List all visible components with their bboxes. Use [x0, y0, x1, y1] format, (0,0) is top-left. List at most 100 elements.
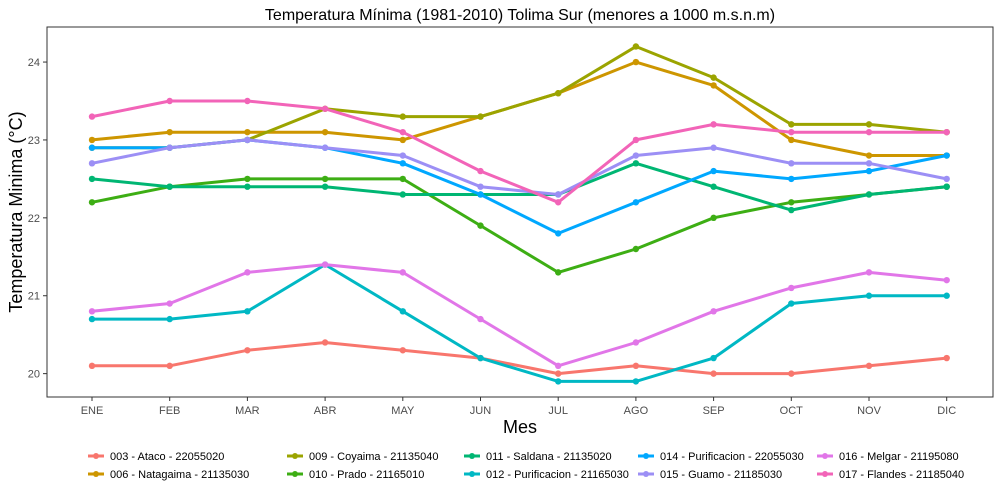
- data-point: [88, 136, 96, 144]
- data-point: [477, 191, 484, 198]
- data-point: [555, 230, 562, 237]
- data-point: [399, 160, 406, 167]
- data-point: [166, 362, 173, 370]
- y-axis: 20 21 22 23 24: [28, 57, 47, 381]
- data-point: [166, 97, 173, 105]
- data-point: [477, 222, 484, 229]
- data-point: [399, 308, 406, 315]
- data-point: [788, 175, 795, 183]
- legend-item: 003 - Ataco - 22055020: [88, 451, 224, 463]
- data-point: [943, 276, 950, 284]
- data-point: [399, 152, 406, 159]
- series-line: [90, 99, 949, 204]
- data-point: [865, 362, 873, 370]
- data-point: [88, 315, 96, 323]
- data-point: [477, 113, 484, 120]
- series-1: [88, 339, 950, 377]
- data-point: [399, 191, 406, 198]
- data-point: [166, 183, 173, 190]
- data-point: [321, 261, 329, 268]
- data-point: [865, 121, 873, 128]
- legend-swatch-point: [822, 471, 828, 477]
- x-tick-label: NOV: [857, 405, 882, 417]
- data-point: [399, 113, 406, 120]
- series-line: [90, 138, 949, 196]
- series-9: [88, 261, 950, 370]
- data-point: [788, 206, 795, 214]
- data-point: [632, 43, 640, 50]
- data-point: [788, 121, 795, 128]
- legend-swatch-point: [292, 471, 298, 477]
- data-point: [321, 175, 329, 183]
- data-point: [788, 300, 795, 307]
- data-point: [399, 128, 406, 136]
- data-point: [477, 167, 484, 175]
- data-point: [710, 354, 717, 362]
- data-point: [632, 160, 640, 167]
- legend-swatch-point: [292, 453, 298, 459]
- data-point: [166, 144, 173, 151]
- series-line: [90, 341, 949, 376]
- legend-label: 010 - Prado - 21165010: [309, 469, 424, 481]
- x-tick-label: DIC: [937, 405, 956, 417]
- data-point: [88, 113, 96, 120]
- legend-label: 011 - Saldana - 21135020: [486, 451, 612, 463]
- data-point: [788, 128, 795, 136]
- data-point: [555, 191, 562, 198]
- data-point: [88, 362, 96, 370]
- data-point: [710, 167, 717, 175]
- data-point: [788, 284, 795, 292]
- x-axis-title: Mes: [503, 417, 537, 437]
- data-point: [943, 152, 950, 159]
- data-point: [865, 191, 873, 198]
- data-point: [244, 308, 251, 315]
- data-point: [244, 128, 251, 136]
- data-point: [943, 183, 950, 190]
- legend-label: 012 - Purificacion - 21165030: [486, 469, 629, 481]
- x-tick-label: JUN: [470, 405, 491, 417]
- x-tick-label: ENE: [81, 405, 104, 417]
- data-point: [166, 315, 173, 323]
- series-line: [90, 177, 949, 274]
- legend-swatch-point: [93, 471, 99, 477]
- x-tick-label: FEB: [159, 405, 180, 417]
- legend-swatch-point: [93, 453, 99, 459]
- data-point: [943, 175, 950, 183]
- data-point: [632, 245, 640, 253]
- data-point: [244, 136, 251, 144]
- data-point: [321, 105, 329, 112]
- data-point: [166, 300, 173, 307]
- x-tick-label: ABR: [314, 405, 337, 417]
- y-tick-label: 24: [28, 57, 40, 69]
- legend-item: 016 - Melgar - 21195080: [817, 451, 959, 463]
- data-point: [632, 152, 640, 159]
- data-point: [477, 315, 484, 323]
- data-point: [632, 378, 640, 385]
- data-point: [321, 128, 329, 136]
- x-tick-label: MAY: [391, 405, 415, 417]
- data-point: [244, 97, 251, 105]
- data-point: [244, 175, 251, 183]
- legend-item: 011 - Saldana - 21135020: [464, 451, 612, 463]
- series-8: [88, 136, 950, 198]
- legend-swatch-point: [643, 471, 649, 477]
- data-point: [632, 362, 640, 370]
- data-point: [710, 74, 717, 81]
- data-point: [555, 370, 562, 377]
- data-point: [788, 370, 795, 377]
- data-point: [710, 82, 717, 89]
- data-point: [865, 152, 873, 159]
- chart-title: Temperatura Mínima (1981-2010) Tolima Su…: [265, 7, 775, 24]
- data-point: [321, 339, 329, 346]
- legend-item: 014 - Purificacion - 22055030: [638, 451, 804, 463]
- y-tick-label: 20: [28, 369, 40, 381]
- plot-frame: [46, 26, 994, 398]
- data-point: [943, 128, 950, 136]
- data-point: [710, 183, 717, 190]
- legend-item: 010 - Prado - 21165010: [287, 469, 424, 481]
- legend-item: 017 - Flandes - 21185040: [817, 469, 964, 481]
- series-line: [90, 161, 949, 212]
- data-point: [555, 378, 562, 385]
- legend-label: 009 - Coyaima - 21135040: [309, 451, 438, 463]
